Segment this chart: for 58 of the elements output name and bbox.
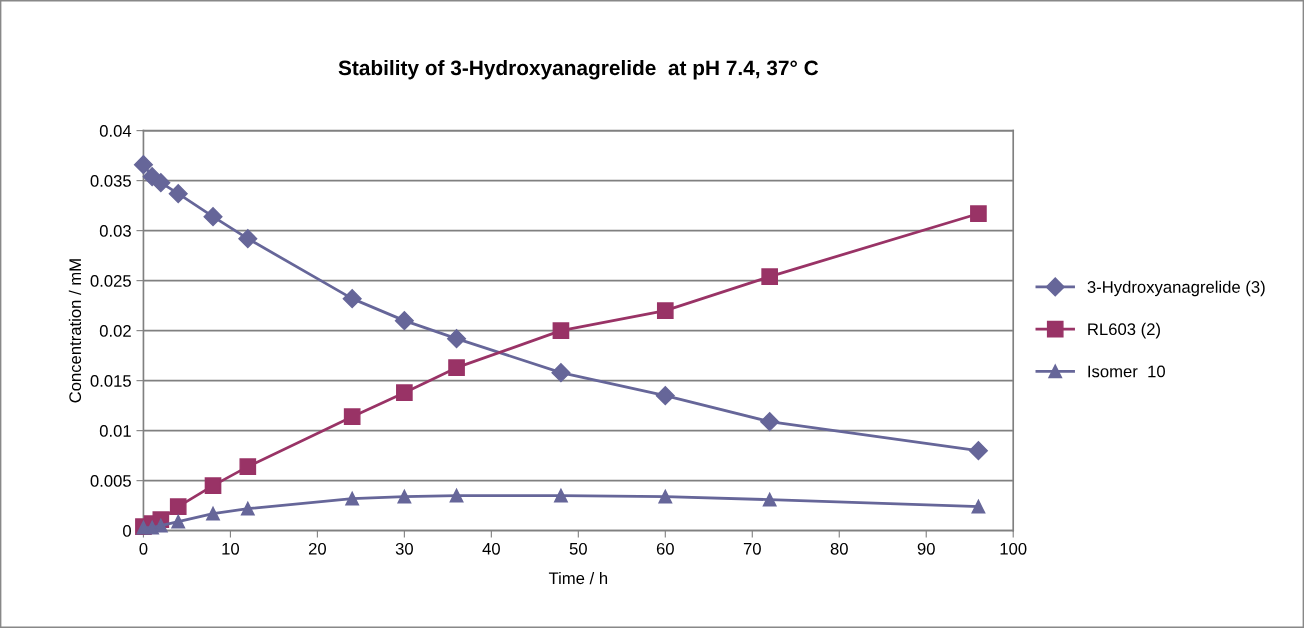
y-tick-label: 0.005: [90, 475, 131, 487]
point: [168, 184, 188, 204]
point: [761, 268, 779, 285]
y-tick-label: 0.025: [90, 275, 131, 287]
point: [396, 384, 413, 401]
y-tick-label: 0.01: [99, 425, 131, 437]
x-tick-label: 50: [569, 542, 587, 555]
point: [204, 477, 222, 494]
point: [656, 302, 674, 319]
x-tick-label: 30: [395, 542, 413, 555]
legend-label: RL603 (2): [1088, 322, 1160, 339]
y-tick-label: 0.02: [99, 325, 131, 337]
y-axis-title: Concentration / mM: [68, 259, 82, 403]
y-tick-label: 0.04: [99, 125, 132, 137]
x-tick-label: 0: [139, 542, 148, 555]
point: [760, 412, 780, 432]
point: [343, 408, 361, 425]
point: [658, 489, 673, 504]
legend-label: Isomer 10: [1088, 365, 1165, 378]
point: [345, 491, 360, 506]
point: [552, 322, 570, 339]
point: [238, 229, 258, 249]
point: [169, 498, 187, 515]
point: [762, 492, 777, 507]
x-tick-label: 80: [830, 542, 848, 555]
point: [448, 359, 465, 376]
x-tick-label: 40: [482, 542, 500, 555]
point: [553, 488, 568, 503]
point: [203, 207, 223, 227]
x-tick-label: 70: [743, 542, 761, 555]
y-tick-label: 0.03: [99, 225, 131, 237]
point: [206, 506, 220, 521]
point: [971, 499, 986, 514]
point: [970, 205, 987, 222]
x-tick-label: 60: [656, 542, 674, 555]
point: [655, 386, 675, 406]
point: [342, 289, 362, 309]
x-tick-label: 90: [917, 542, 935, 555]
point: [968, 441, 988, 461]
point: [449, 488, 464, 503]
point: [394, 311, 414, 331]
y-tick-label: 0.015: [90, 375, 131, 387]
chart-title: Stability of 3-Hydroxyanagrelide at pH 7.4, 37° C: [338, 59, 819, 80]
point: [551, 363, 571, 383]
point: [171, 514, 186, 529]
point: [397, 489, 412, 504]
x-tick-label: 20: [308, 542, 327, 555]
point: [133, 155, 153, 175]
x-tick-label: 10: [222, 542, 240, 555]
y-tick-label: 0.035: [90, 175, 131, 187]
legend-label: 3-Hydroxyanagrelide (3): [1087, 280, 1265, 297]
point: [240, 501, 255, 516]
point: [447, 329, 467, 349]
x-tick-label: 100: [1000, 542, 1027, 555]
x-axis-title: Time / h: [548, 571, 608, 585]
point: [239, 458, 257, 475]
y-tick-label: 0: [123, 525, 131, 537]
point: [151, 173, 171, 193]
